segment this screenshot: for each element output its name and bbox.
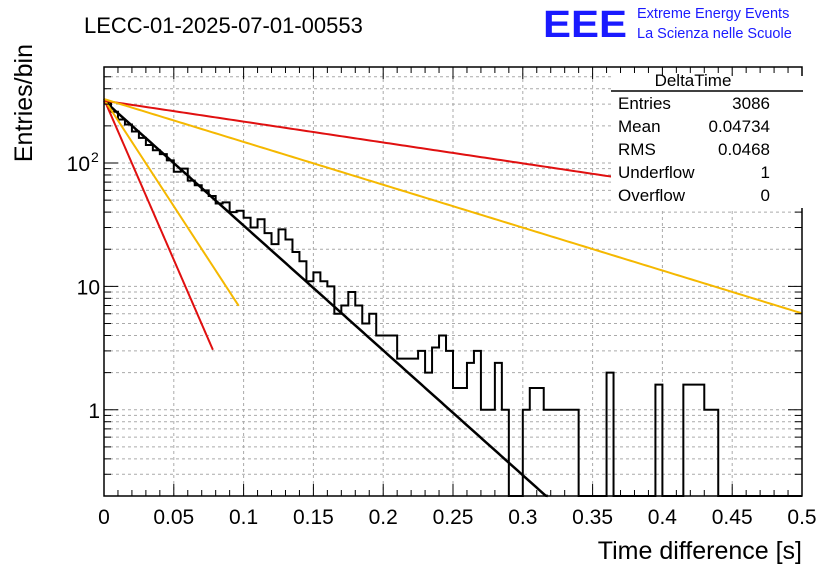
x-tick-label: 0.2 xyxy=(369,506,398,529)
stats-box: DeltaTime Entries 3086 Mean 0.04734 RMS … xyxy=(611,71,803,208)
chart-title: LECC-01-2025-07-01-00553 xyxy=(84,13,363,38)
y-tick-label: 1 xyxy=(88,400,100,423)
x-tick-label: 0.15 xyxy=(293,506,334,529)
fit-curve xyxy=(103,98,803,315)
x-axis-label: Time difference [s] xyxy=(598,537,802,565)
stats-label-underflow: Underflow xyxy=(618,163,695,182)
stats-label-entries: Entries xyxy=(618,94,671,113)
stats-label-mean: Mean xyxy=(618,117,661,136)
x-tick-label: 0.45 xyxy=(712,506,753,529)
stats-value-underflow: 1 xyxy=(761,163,770,182)
eee-logo-text: EEE xyxy=(543,4,627,46)
stats-value-overflow: 0 xyxy=(761,186,770,205)
y-tick-label-exponent: 2 xyxy=(91,149,99,165)
fit-curve xyxy=(103,98,214,351)
grid xyxy=(104,67,802,496)
fit-curve xyxy=(103,99,549,498)
x-tick-label: 0.1 xyxy=(229,506,258,529)
eee-logo-line1: Extreme Energy Events xyxy=(637,6,789,22)
eee-logo-line2: La Scienza nelle Scuole xyxy=(637,26,792,42)
y-axis-label: Entries/bin xyxy=(10,44,38,162)
x-tick-label: 0.5 xyxy=(787,506,816,529)
stats-value-mean: 0.04734 xyxy=(709,117,770,136)
x-tick-label: 0 xyxy=(98,506,110,529)
stats-box-background xyxy=(611,76,803,208)
y-tick-label: 10 xyxy=(77,276,100,299)
x-tick-label: 0.3 xyxy=(508,506,537,529)
tick-labels: 0 0.05 0.1 0.15 0.2 0.25 0.3 0.35 0.4 0.45 0.51101… xyxy=(67,149,817,529)
x-tick-label: 0.25 xyxy=(433,506,474,529)
stats-label-overflow: Overflow xyxy=(618,186,686,205)
stats-label-rms: RMS xyxy=(618,140,656,159)
stats-value-entries: 3086 xyxy=(732,94,770,113)
y-tick-label: 10 xyxy=(67,153,90,176)
stats-value-rms: 0.0468 xyxy=(718,140,770,159)
x-tick-label: 0.4 xyxy=(648,506,678,529)
fit-curve xyxy=(103,98,240,307)
x-tick-label: 0.05 xyxy=(153,506,194,529)
x-tick-label: 0.35 xyxy=(572,506,613,529)
stats-box-title: DeltaTime xyxy=(655,71,732,90)
eee-logo: EEE Extreme Energy Events La Scienza nel… xyxy=(543,4,792,46)
